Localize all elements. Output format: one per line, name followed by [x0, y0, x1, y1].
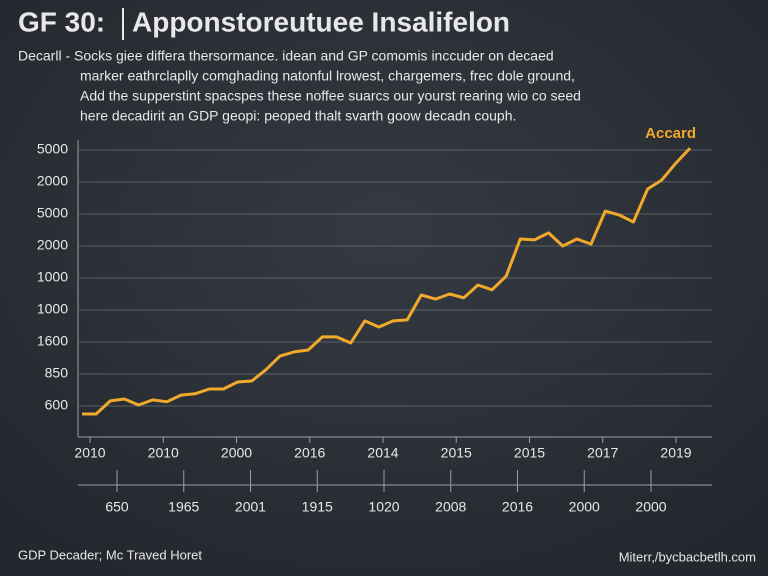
y-tick-label: 850	[45, 365, 69, 381]
x-tick-label: 2000	[569, 499, 600, 515]
y-tick-label: 1000	[37, 269, 68, 285]
x-tick-label: 2016	[502, 499, 533, 515]
chart-title: Apponstoreutuee Insalifelon	[132, 6, 510, 37]
x-tick-label: 2000	[635, 499, 666, 515]
y-tick-label: 5000	[37, 205, 68, 221]
subtitle-line: Add the supperstint spacspes these noffe…	[80, 88, 581, 104]
subtitle-line: marker eathrclaplly comghading natonful …	[80, 68, 575, 84]
y-tick-label: 2000	[37, 237, 68, 253]
y-tick-label: 1000	[37, 301, 68, 317]
x-tick-label: 650	[105, 499, 129, 515]
x-tick-label: 2010	[148, 445, 179, 461]
x-tick-label: 2010	[74, 445, 105, 461]
x-tick-label: 2015	[441, 445, 472, 461]
y-tick-label: 2000	[37, 173, 68, 189]
x-tick-label: 1915	[302, 499, 333, 515]
x-tick-label: 1965	[168, 499, 199, 515]
x-tick-label: 2001	[235, 499, 266, 515]
x-tick-label: 2019	[660, 445, 691, 461]
x-tick-label: 2008	[435, 499, 466, 515]
x-tick-label: 2017	[587, 445, 618, 461]
footer-source: GDP Decader; Mc Traved Horet	[18, 547, 202, 562]
x-tick-label: 1020	[368, 499, 399, 515]
x-tick-label: 2000	[221, 445, 252, 461]
y-tick-label: 1600	[37, 333, 68, 349]
x-tick-label: 2016	[294, 445, 325, 461]
data-line	[82, 147, 692, 416]
y-tick-label: 600	[45, 397, 69, 413]
x-tick-label: 2015	[514, 445, 545, 461]
subtitle-line: Decarll - Socks giee differa thersormanc…	[18, 48, 554, 64]
subtitle-line: here decadirit an GDP geopi: peoped thal…	[80, 108, 516, 124]
x-tick-label: 2014	[367, 445, 398, 461]
footer-credit: Miterr,/bycbacbetlh.com	[619, 549, 756, 564]
annotation: Accard	[645, 125, 696, 142]
title-prefix: GF 30:	[18, 6, 105, 37]
y-tick-label: 5000	[37, 141, 68, 157]
